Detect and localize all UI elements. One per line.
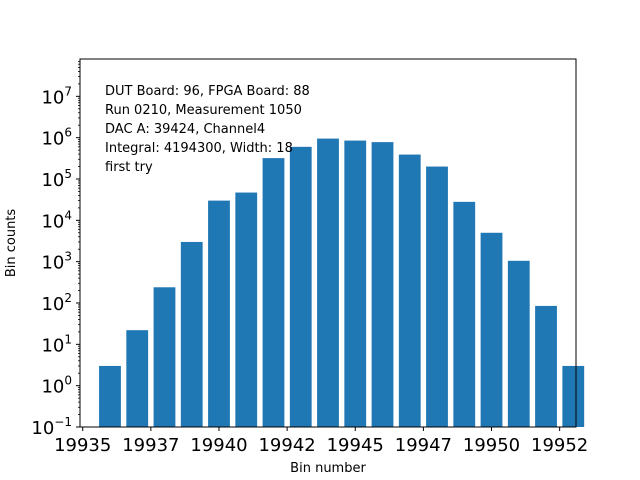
bar-19951: [507, 260, 530, 427]
bar-19953: [562, 365, 585, 427]
ticks-group: 19935 19937 19940 19942 19945 19947 19950 19952…: [31, 60, 588, 456]
y-tick-label: 104: [41, 208, 72, 232]
annotation-line: DAC A: 39424, Channel4: [105, 122, 265, 137]
bar-19937: [126, 330, 149, 427]
x-tick-label: 19942: [258, 435, 315, 456]
bar-19943: [289, 146, 312, 427]
x-tick-label: 19945: [327, 435, 384, 456]
bar-19938: [153, 287, 176, 427]
y-tick-label: 102: [41, 291, 72, 315]
x-tick-label: 19940: [190, 435, 247, 456]
x-tick-label: 19952: [531, 435, 588, 456]
bar-19939: [180, 241, 203, 427]
y-tick-label: 10−1: [31, 415, 72, 439]
bar-19948: [426, 166, 448, 427]
annotation-line: Integral: 4194300, Width: 18: [105, 141, 293, 156]
y-tick-label: 105: [41, 167, 72, 191]
y-tick-label: 103: [41, 250, 72, 274]
x-tick-label: 19950: [463, 435, 520, 456]
bar-19947: [398, 154, 421, 427]
bar-19944: [317, 138, 339, 428]
x-tick-label: 19937: [122, 435, 179, 456]
x-tick-label: 19947: [395, 435, 452, 456]
x-axis-label: Bin number: [290, 461, 366, 476]
annotation-line: DUT Board: 96, FPGA Board: 88: [105, 84, 310, 99]
x-tick-label: 19935: [54, 435, 111, 456]
bar-19941: [235, 192, 258, 427]
bars-group: [99, 138, 585, 428]
y-tick-label: 101: [41, 332, 72, 356]
annotation-box: DUT Board: 96, FPGA Board: 88 Run 0210, M…: [105, 84, 310, 175]
bar-19946: [371, 142, 394, 427]
plot-frame: [79, 58, 577, 428]
y-tick-label: 107: [41, 84, 72, 108]
y-tick-label: 106: [41, 126, 72, 150]
y-tick-label: 100: [41, 374, 72, 398]
bar-19952: [535, 305, 557, 427]
bar-19945: [344, 140, 367, 427]
bar-19950: [480, 232, 503, 427]
bar-19942: [262, 158, 285, 427]
y-axis-label: Bin counts: [4, 209, 19, 278]
annotation-line: Run 0210, Measurement 1050: [105, 103, 302, 118]
bar-19949: [453, 201, 476, 427]
annotation-line: first try: [105, 160, 153, 175]
bar-19940: [208, 200, 230, 427]
bar-19936: [99, 365, 121, 427]
